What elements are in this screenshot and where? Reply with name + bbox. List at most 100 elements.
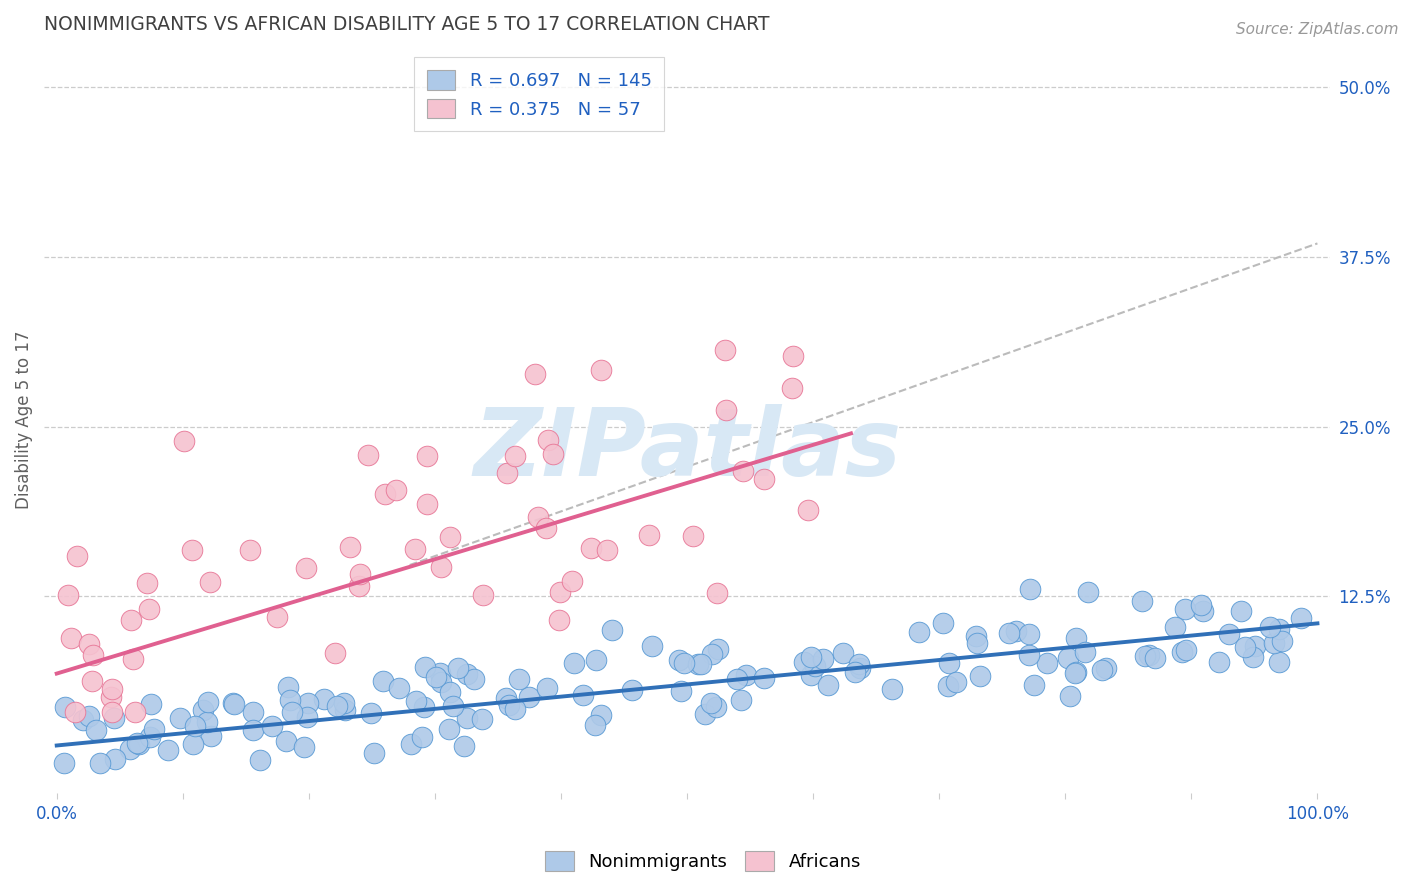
Point — [363, 746, 385, 760]
Point — [1268, 655, 1291, 669]
Point — [292, 740, 315, 755]
Point — [89, 756, 111, 771]
Point — [1271, 634, 1294, 648]
Point — [1019, 582, 1042, 596]
Point — [707, 642, 730, 657]
Point — [128, 737, 150, 751]
Point — [1144, 650, 1167, 665]
Point — [439, 684, 461, 698]
Point — [668, 653, 690, 667]
Point — [136, 575, 159, 590]
Point — [1244, 639, 1267, 653]
Point — [498, 698, 520, 712]
Point — [104, 751, 127, 765]
Point — [405, 693, 427, 707]
Point — [429, 675, 451, 690]
Point — [1164, 620, 1187, 634]
Point — [260, 719, 283, 733]
Point — [1241, 650, 1264, 665]
Point — [77, 637, 100, 651]
Legend: R = 0.697   N = 145, R = 0.375   N = 57: R = 0.697 N = 145, R = 0.375 N = 57 — [413, 57, 665, 131]
Point — [754, 671, 776, 685]
Point — [63, 705, 86, 719]
Point — [793, 656, 815, 670]
Point — [1130, 593, 1153, 607]
Point — [437, 723, 460, 737]
Point — [56, 588, 79, 602]
Point — [1057, 651, 1080, 665]
Point — [848, 657, 870, 672]
Point — [157, 743, 180, 757]
Point — [249, 753, 271, 767]
Point — [1174, 602, 1197, 616]
Point — [388, 681, 411, 696]
Point — [139, 697, 162, 711]
Point — [693, 707, 716, 722]
Point — [596, 543, 619, 558]
Point — [1289, 611, 1312, 625]
Point — [333, 696, 356, 710]
Point — [620, 683, 643, 698]
Point — [472, 588, 495, 602]
Point — [456, 667, 478, 681]
Point — [945, 674, 967, 689]
Point — [371, 673, 394, 688]
Point — [536, 681, 558, 695]
Point — [349, 566, 371, 581]
Point — [314, 692, 336, 706]
Point — [1268, 622, 1291, 636]
Point — [880, 681, 903, 696]
Point — [416, 497, 439, 511]
Point — [124, 705, 146, 719]
Text: NONIMMIGRANTS VS AFRICAN DISABILITY AGE 5 TO 17 CORRELATION CHART: NONIMMIGRANTS VS AFRICAN DISABILITY AGE … — [44, 15, 769, 34]
Point — [503, 450, 526, 464]
Point — [754, 472, 776, 486]
Point — [714, 343, 737, 357]
Point — [325, 698, 347, 713]
Point — [561, 574, 583, 588]
Point — [1064, 665, 1087, 680]
Point — [430, 560, 453, 574]
Point — [517, 690, 540, 705]
Point — [181, 543, 204, 558]
Point — [714, 402, 737, 417]
Point — [1064, 631, 1087, 645]
Point — [547, 613, 569, 627]
Point — [122, 652, 145, 666]
Point — [1074, 644, 1097, 658]
Point — [446, 661, 468, 675]
Point — [672, 656, 695, 670]
Point — [1095, 661, 1118, 675]
Point — [86, 723, 108, 738]
Point — [266, 609, 288, 624]
Point — [347, 579, 370, 593]
Point — [416, 449, 439, 463]
Point — [508, 673, 530, 687]
Point — [242, 706, 264, 720]
Point — [583, 718, 606, 732]
Point — [1005, 624, 1028, 638]
Point — [333, 703, 356, 717]
Point — [278, 693, 301, 707]
Point — [82, 673, 104, 688]
Point — [548, 584, 571, 599]
Point — [138, 602, 160, 616]
Point — [101, 681, 124, 696]
Point — [562, 657, 585, 671]
Point — [221, 697, 243, 711]
Point — [641, 639, 664, 653]
Point — [495, 691, 517, 706]
Point — [1137, 648, 1160, 663]
Point — [142, 722, 165, 736]
Point — [936, 679, 959, 693]
Text: ZIPatlas: ZIPatlas — [472, 404, 901, 496]
Point — [1022, 678, 1045, 692]
Point — [55, 700, 77, 714]
Point — [1059, 689, 1081, 703]
Point — [969, 669, 991, 683]
Point — [735, 668, 758, 682]
Point — [1208, 655, 1230, 669]
Point — [77, 709, 100, 723]
Point — [374, 486, 396, 500]
Point — [1018, 627, 1040, 641]
